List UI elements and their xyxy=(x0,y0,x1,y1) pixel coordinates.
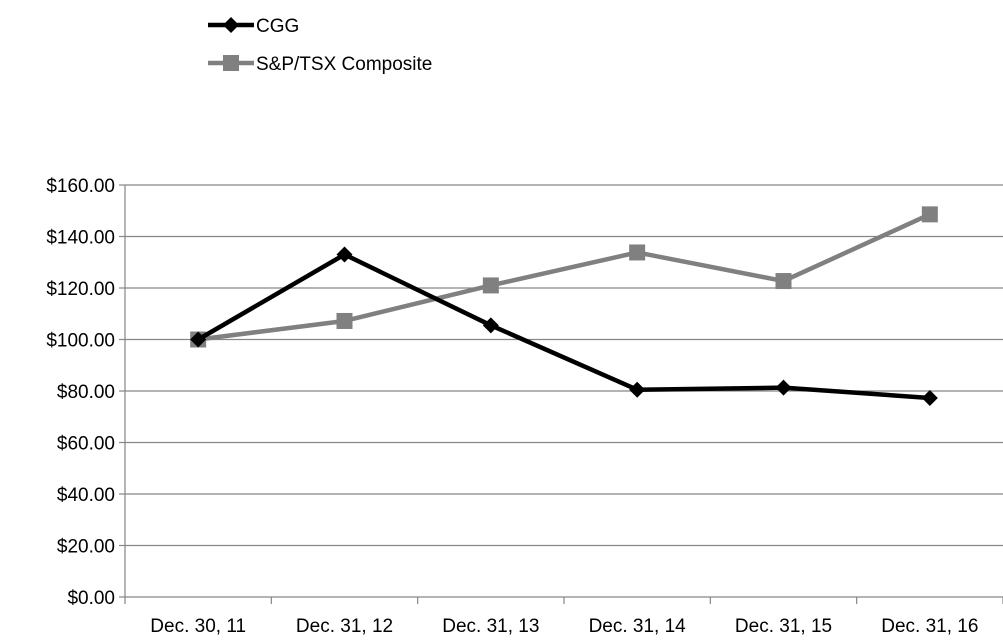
legend-label: CGG xyxy=(256,16,299,37)
data-point-square xyxy=(336,312,353,329)
y-tick-label: $160.00 xyxy=(46,176,115,197)
series-line xyxy=(197,212,931,342)
y-axis-labels: $0.00 $20.00 $40.00 $60.00 $80.00 $100.00 $120… xyxy=(46,176,115,609)
series-layer xyxy=(190,206,938,406)
y-tick-label: $0.00 xyxy=(67,588,115,609)
data-point-square xyxy=(629,244,646,261)
data-point-square xyxy=(775,273,792,290)
x-tick-label: Dec. 31, 12 xyxy=(296,616,393,637)
data-point-diamond xyxy=(336,246,353,263)
x-axis-labels: Dec. 30, 11 Dec. 31, 12 Dec. 31, 13 Dec. 31… xyxy=(150,616,978,637)
data-point-diamond xyxy=(482,317,499,334)
y-tick-label: $40.00 xyxy=(57,485,115,506)
x-tick-label: Dec. 31, 14 xyxy=(589,616,687,637)
data-point-diamond xyxy=(921,389,938,406)
y-tick-label: $140.00 xyxy=(46,228,115,249)
axes xyxy=(119,184,1003,604)
data-point-diamond xyxy=(775,379,792,396)
series-line xyxy=(197,252,930,401)
y-tick-label: $120.00 xyxy=(46,279,115,300)
x-tick-label: Dec. 31, 15 xyxy=(735,616,832,637)
gridlines xyxy=(125,184,1003,547)
y-tick-label: $80.00 xyxy=(57,382,115,403)
series-cgg xyxy=(190,246,938,406)
y-tick-label: $20.00 xyxy=(57,537,115,558)
x-tick-label: Dec. 31, 16 xyxy=(881,616,978,637)
legend: CGG S&P/TSX Composite xyxy=(208,16,432,75)
legend-marker-square xyxy=(223,55,239,71)
y-tick-label: $60.00 xyxy=(57,434,115,455)
data-point-diamond xyxy=(190,331,207,348)
data-point-square xyxy=(482,277,499,294)
legend-marker-diamond xyxy=(223,17,239,33)
legend-entry: S&P/TSX Composite xyxy=(208,54,432,75)
x-tick-label: Dec. 30, 11 xyxy=(150,616,246,637)
legend-label: S&P/TSX Composite xyxy=(256,54,432,75)
x-tick-label: Dec. 31, 13 xyxy=(442,616,539,637)
y-tick-label: $100.00 xyxy=(46,331,115,352)
data-point-square xyxy=(921,206,938,223)
data-point-diamond xyxy=(629,381,646,398)
legend-entry: CGG xyxy=(208,16,299,37)
